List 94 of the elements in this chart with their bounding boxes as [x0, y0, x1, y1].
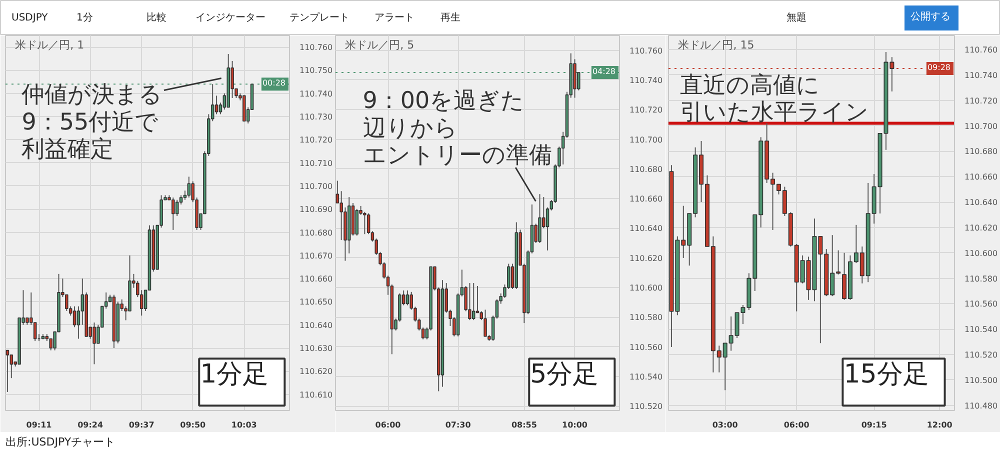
x-tick-label: 10:00 — [562, 420, 588, 430]
y-tick-label: 110.690 — [300, 205, 333, 214]
y-tick-label: 110.740 — [964, 70, 998, 80]
y-tick-label: 110.600 — [964, 248, 998, 258]
y-tick-label: 110.480 — [964, 401, 998, 410]
candlestick — [468, 282, 472, 321]
candlestick — [6, 350, 10, 392]
candlestick — [214, 95, 218, 115]
x-tick-label: 08:55 — [511, 420, 538, 430]
text: インジケーター — [196, 12, 266, 24]
x-tick-label: 06:00 — [784, 420, 810, 430]
y-tick-label: 110.620 — [630, 254, 663, 263]
y-tick-label: 110.580 — [964, 274, 998, 284]
y-tick-label: 110.620 — [964, 223, 998, 232]
candlestick — [406, 290, 410, 306]
candlestick — [92, 322, 96, 365]
y-tick-label: 110.750 — [300, 66, 333, 76]
x-tick-label: 03:00 — [712, 420, 738, 430]
y-tick-label: 110.720 — [964, 96, 998, 106]
y-tick-label: 110.600 — [630, 283, 663, 292]
y-tick-label: 110.680 — [964, 147, 998, 156]
x-tick-label: 09:24 — [78, 420, 104, 430]
y-tick-label: 110.620 — [300, 367, 333, 376]
annotation: 仲値が決まる9：55付近で利益確定 — [22, 82, 163, 163]
x-tick-label: 09:37 — [128, 420, 154, 430]
x-tick-label: 12:00 — [926, 420, 953, 430]
y-tick-label: 110.660 — [300, 274, 333, 284]
chart-title: 米ドル／円, 15 — [678, 38, 754, 52]
y-tick-label: 110.720 — [630, 106, 663, 115]
text: USDJPY — [12, 12, 49, 24]
y-tick-label: 110.640 — [300, 320, 333, 330]
chart-title: 米ドル／円, 1 — [15, 38, 84, 52]
y-tick-label: 110.680 — [300, 228, 333, 238]
y-tick-label: 110.760 — [964, 45, 998, 54]
y-tick-label: 110.580 — [630, 313, 663, 322]
x-tick-label: 07:30 — [445, 420, 472, 430]
text: 公開する — [910, 10, 950, 22]
y-tick-label: 110.500 — [964, 376, 998, 385]
y-tick-label: 110.610 — [300, 390, 333, 400]
y-tick-label: 110.640 — [964, 198, 998, 208]
ref-line-label: 直近の高値に引いた水平ライン — [680, 72, 870, 126]
candlestick — [175, 199, 179, 217]
text: 出所:USDJPYチャート — [6, 436, 116, 448]
y-tick-label: 110.700 — [964, 122, 998, 131]
x-tick-label: 09:50 — [180, 420, 206, 430]
x-tick-label: 09:15 — [861, 420, 888, 430]
text: 比較 — [146, 12, 166, 24]
annotation: 09:28 — [927, 63, 951, 72]
y-tick-label: 110.740 — [630, 76, 663, 85]
y-tick-label: 110.760 — [300, 43, 333, 52]
y-tick-label: 110.700 — [630, 135, 663, 144]
y-tick-label: 110.660 — [964, 172, 998, 182]
candlestick — [355, 208, 359, 236]
annotation: 00:28 — [262, 78, 286, 88]
annotation: 1分足 — [200, 360, 269, 390]
annotation: 9：00を過ぎた辺りからエントリーの準備 — [362, 88, 552, 169]
candlestick — [538, 194, 542, 244]
annotation: 04:28 — [592, 67, 616, 76]
y-tick-label: 110.730 — [300, 112, 333, 122]
y-tick-label: 110.540 — [964, 325, 998, 334]
y-tick-label: 110.650 — [300, 298, 333, 307]
text: 再生 — [440, 12, 460, 24]
candlestick — [72, 306, 76, 328]
annotation: 5分足 — [530, 360, 599, 390]
candlestick — [472, 282, 476, 321]
y-tick-label: 110.680 — [630, 164, 663, 174]
y-tick-label: 110.710 — [300, 158, 333, 168]
y-tick-label: 110.630 — [300, 344, 333, 353]
text: 無題 — [786, 12, 806, 24]
y-tick-label: 110.760 — [630, 46, 663, 56]
text: テンプレート — [290, 12, 350, 24]
y-tick-label: 110.700 — [300, 182, 333, 191]
y-tick-label: 110.640 — [630, 224, 663, 234]
candlestick — [10, 354, 14, 379]
x-tick-label: 09:11 — [26, 420, 52, 430]
annotation: 15分足 — [844, 360, 929, 390]
candlestick — [65, 294, 68, 312]
y-tick-label: 110.560 — [630, 342, 663, 352]
y-tick-label: 110.660 — [630, 194, 663, 204]
y-tick-label: 110.520 — [630, 402, 663, 412]
y-tick-label: 110.560 — [964, 300, 998, 309]
y-tick-label: 110.720 — [300, 136, 333, 145]
y-tick-label: 110.540 — [630, 372, 663, 382]
y-tick-label: 110.670 — [300, 251, 333, 260]
candlestick — [172, 197, 175, 230]
y-tick-label: 110.520 — [964, 350, 998, 360]
x-tick-label: 10:03 — [231, 420, 257, 430]
y-tick-label: 110.740 — [300, 89, 333, 98]
chart-title: 米ドル／円, 5 — [345, 38, 414, 52]
text: 1分 — [76, 12, 93, 24]
candlestick — [187, 176, 191, 198]
text: アラート — [374, 12, 414, 24]
candlestick — [484, 309, 487, 337]
x-tick-label: 06:00 — [375, 420, 402, 430]
